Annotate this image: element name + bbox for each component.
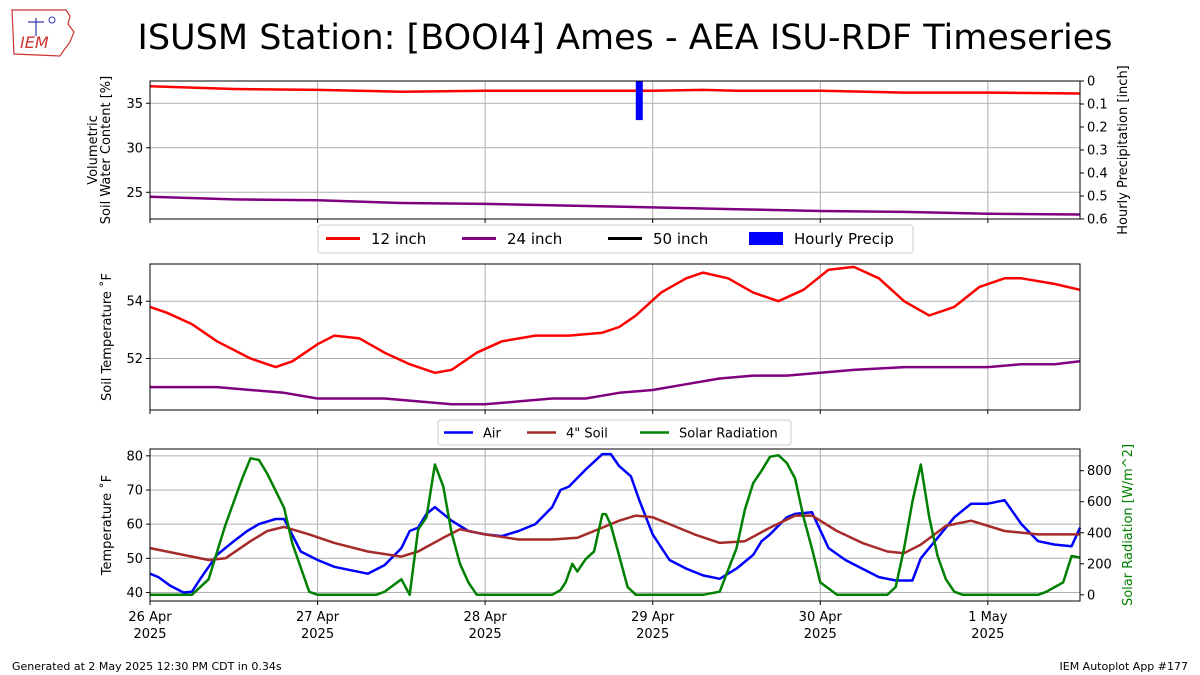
x-tick-label-year: 2025 (636, 627, 669, 642)
series-line-12-inch (149, 85, 1081, 95)
y-tick-label: 54 (126, 295, 143, 310)
legend-swatch (749, 232, 783, 245)
svg-text:IEM: IEM (20, 33, 49, 52)
x-tick-label: 1 May (968, 610, 1008, 625)
y-tick-label: 40 (126, 586, 143, 601)
chart-title: ISUSM Station: [BOOI4] Ames - AEA ISU-RD… (137, 18, 1113, 58)
y2-tick-label: 200 (1087, 557, 1112, 572)
y2-tick-label: 0.5 (1087, 190, 1108, 205)
series-line-4-soil (149, 514, 1080, 562)
x-tick-label-year: 2025 (469, 627, 502, 642)
series-line-12-inch (149, 265, 1081, 375)
axes-frame (149, 80, 1081, 220)
legend-label: Solar Radiation (679, 427, 778, 442)
y2-tick-label: 0.4 (1087, 167, 1108, 182)
axes-frame (149, 263, 1081, 411)
y-tick-label: 60 (126, 518, 143, 533)
legend-label: 4" Soil (566, 427, 608, 442)
x-tick-label: 28 Apr (464, 610, 508, 625)
legend-label: 12 inch (371, 230, 426, 248)
legend: 12 inch 24 inch 50 inch Hourly Precip (317, 224, 914, 254)
legend-box (437, 419, 792, 446)
panel-soil_moisture: 25 30 35 0 0.1 0.2 0.3 0.4 0.5 0.6 VolumetricSoil … (86, 65, 1131, 254)
series-line-24-inch (150, 360, 1081, 406)
y2-tick-label: 0 (1087, 588, 1095, 603)
footer-generated: Generated at 2 May 2025 12:30 PM CDT in … (12, 660, 282, 673)
legend-label: Hourly Precip (794, 230, 894, 248)
x-tick-label: 26 Apr (128, 610, 172, 625)
y-axis-label: Soil Temperature ˚F (99, 273, 115, 401)
y-axis-label: Volumetric (86, 115, 101, 185)
y-tick-label: 70 (126, 483, 143, 498)
y-tick-label: 80 (126, 449, 143, 464)
x-tick-label-year: 2025 (971, 627, 1004, 642)
y2-tick-label: 0.3 (1087, 144, 1108, 159)
y2-axis-label: Hourly Precipitation [inch] (1116, 65, 1131, 235)
y2-tick-label: 800 (1087, 464, 1112, 479)
footer-app: IEM Autoplot App #177 (1059, 660, 1189, 673)
y-tick-label: 25 (126, 186, 143, 201)
y-tick-label: 35 (126, 97, 143, 112)
y2-tick-label: 400 (1087, 526, 1112, 541)
x-tick-label: 27 Apr (296, 610, 340, 625)
x-tick-label-year: 2025 (301, 627, 334, 642)
x-tick-label-year: 2025 (804, 627, 837, 642)
legend-label: 50 inch (653, 230, 708, 248)
x-tick-label: 30 Apr (799, 610, 843, 625)
y2-tick-label: 600 (1087, 495, 1112, 510)
y2-axis-label: Solar Radiation [W/m^2] (1121, 444, 1136, 606)
y-tick-label: 30 (126, 141, 143, 156)
y-tick-label: 52 (126, 352, 143, 367)
panel-soil_temperature: 52 54 Soil Temperature ˚F (99, 263, 1081, 414)
y-axis-label: Temperature ˚F (99, 475, 115, 576)
legend-label: Air (483, 427, 502, 442)
x-tick-label: 29 Apr (631, 610, 675, 625)
y-tick-label: 50 (126, 552, 143, 567)
y-axis-label: Soil Water Content [%] (99, 76, 114, 224)
y2-tick-label: 0.6 (1087, 213, 1108, 228)
precip-bar (635, 81, 643, 121)
y2-tick-label: 0 (1087, 75, 1095, 90)
legend: Air 4" Soil Solar Radiation (437, 419, 792, 446)
axes-frame (149, 448, 1081, 602)
y2-tick-label: 0.1 (1087, 98, 1108, 113)
y2-tick-label: 0.2 (1087, 121, 1108, 136)
iem-logo: IEM (8, 6, 82, 58)
legend-label: 24 inch (507, 230, 562, 248)
series-line-24-inch (149, 195, 1081, 216)
series-line-solar-radiation (150, 453, 1081, 597)
x-tick-label-year: 2025 (133, 627, 166, 642)
iem-logo-image: IEM (11, 9, 75, 57)
